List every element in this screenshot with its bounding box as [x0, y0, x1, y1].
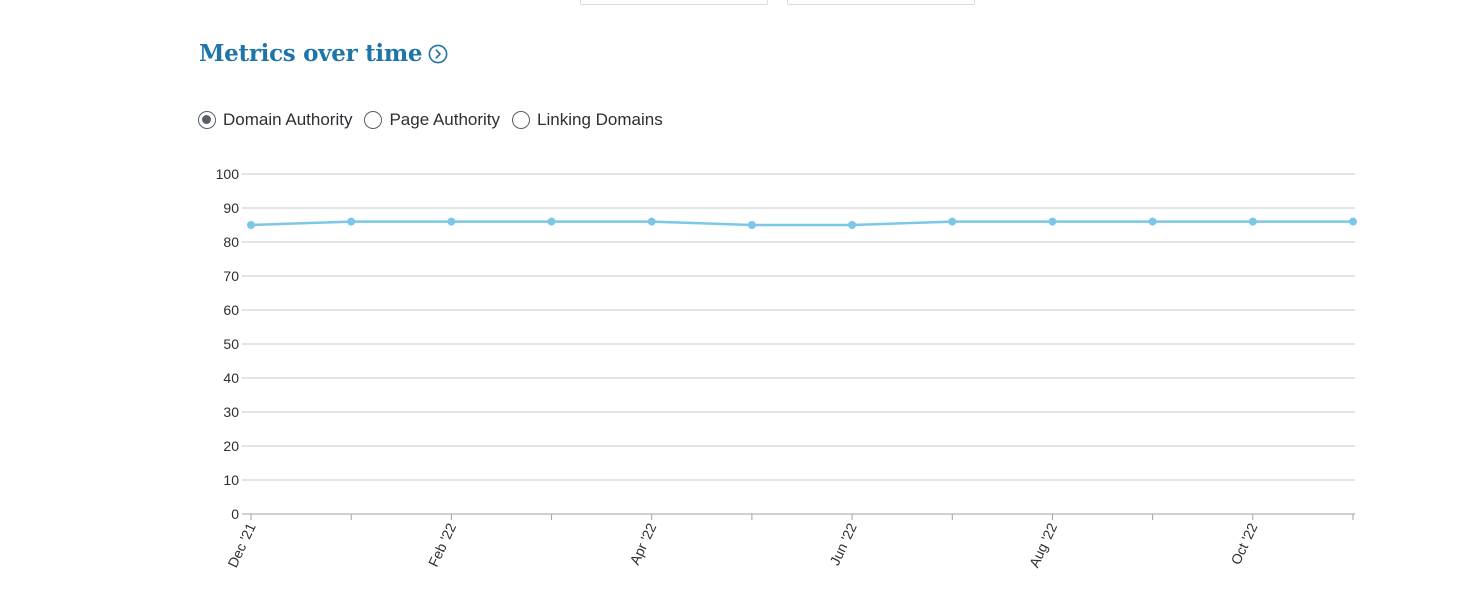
data-point	[447, 217, 456, 226]
data-point	[1248, 217, 1257, 226]
metric-option-label: Linking Domains	[537, 110, 663, 129]
x-tick-label: Oct '22	[1227, 520, 1260, 567]
radio-page-authority[interactable]	[364, 111, 383, 129]
metrics-line-chart: 0 10 20 30 40 50 60 70 80 90 100 Dec '21 Feb '22 Apr …	[216, 166, 1357, 570]
metric-option-label: Page Authority	[389, 110, 501, 129]
y-tick-label: 100	[216, 166, 240, 182]
y-tick-label: 40	[223, 370, 239, 386]
radio-domain-authority[interactable]	[198, 111, 216, 129]
chevron-right-circle-icon[interactable]	[428, 44, 448, 64]
top-control-right[interactable]	[787, 0, 975, 5]
metric-option-label: Domain Authority	[223, 110, 353, 129]
y-tick-label: 80	[223, 234, 239, 250]
data-point	[347, 217, 356, 226]
metric-option-page-authority[interactable]: Page Authority	[364, 110, 500, 130]
section-header: Metrics over time	[199, 40, 448, 67]
data-point	[848, 221, 857, 229]
radio-linking-domains[interactable]	[512, 111, 531, 129]
y-tick-label: 50	[223, 336, 239, 352]
metric-option-domain-authority[interactable]: Domain Authority	[198, 110, 352, 130]
x-tick-label: Dec '21	[224, 520, 258, 570]
y-tick-label: 10	[223, 472, 239, 488]
top-control-left[interactable]	[580, 0, 768, 5]
y-tick-label: 90	[223, 200, 239, 216]
y-tick-label: 20	[223, 438, 239, 454]
section-title: Metrics over time	[199, 40, 423, 67]
y-tick-label: 0	[231, 506, 239, 522]
data-point	[1048, 217, 1057, 226]
data-point	[247, 221, 255, 229]
data-point	[1148, 217, 1157, 226]
data-point	[747, 221, 756, 229]
x-tick-label: Aug '22	[1026, 520, 1060, 570]
data-point	[1349, 217, 1357, 226]
x-tick-label: Jun '22	[826, 520, 859, 567]
data-point	[948, 217, 957, 226]
metric-radio-group: Domain Authority Page Authority Linking …	[198, 110, 663, 130]
x-tick-label: Feb '22	[425, 520, 459, 569]
series-line	[250, 220, 1353, 227]
y-tick-label: 60	[223, 302, 239, 318]
x-tick-label: Apr '22	[626, 520, 659, 567]
y-tick-label: 70	[223, 268, 239, 284]
y-tick-label: 30	[223, 404, 239, 420]
data-point	[647, 217, 656, 226]
metric-option-linking-domains[interactable]: Linking Domains	[512, 110, 663, 130]
data-point	[547, 217, 556, 226]
